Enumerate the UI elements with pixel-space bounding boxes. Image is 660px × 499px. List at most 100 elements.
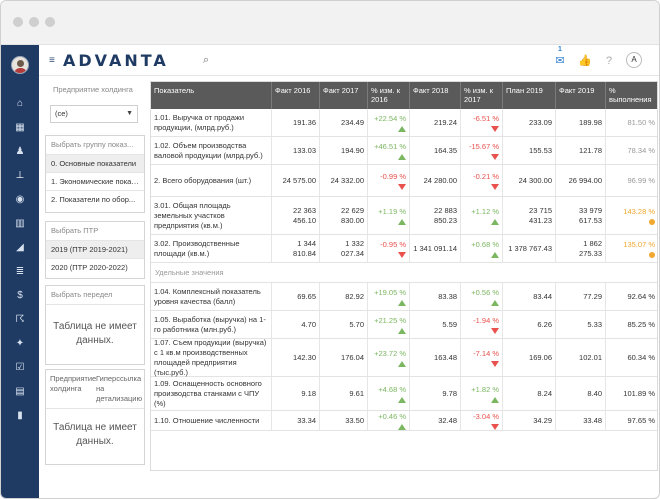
triangle-down-icon bbox=[398, 183, 406, 190]
execution-value: 78.34 % bbox=[627, 145, 655, 155]
value-f2019: 5.33 bbox=[556, 311, 606, 338]
change-value: +23.72 % bbox=[374, 348, 406, 358]
triangle-up-icon bbox=[398, 218, 406, 225]
sparkle-icon[interactable]: ✦ bbox=[15, 338, 25, 349]
checklist-icon[interactable]: ☑ bbox=[15, 362, 25, 373]
triangle-down-icon bbox=[491, 423, 499, 430]
avatar[interactable] bbox=[11, 56, 29, 74]
value-f2016: 33.34 bbox=[272, 411, 320, 430]
group-item-0[interactable]: 0. Основные показатели bbox=[46, 154, 144, 172]
column-header-p2016[interactable]: % изм. к 2016 bbox=[368, 82, 410, 109]
execution-cell: 92.64 % bbox=[606, 283, 657, 310]
column-header-p2017[interactable]: % изм. к 2017 bbox=[461, 82, 503, 109]
change-value: -7.14 % bbox=[473, 348, 499, 358]
users-icon[interactable]: ♟ bbox=[15, 146, 25, 157]
document-icon[interactable]: ▤ bbox=[15, 386, 25, 397]
value-f2017: 176.04 bbox=[320, 339, 368, 376]
table-row[interactable]: 1.04. Комплексный показатель уровня каче… bbox=[151, 283, 657, 311]
change-value: +1.19 % bbox=[378, 206, 406, 216]
user-menu-button[interactable]: A bbox=[626, 52, 642, 68]
triangle-down-icon bbox=[491, 153, 499, 160]
mail-icon[interactable]: ✉ bbox=[555, 55, 565, 67]
holding-select[interactable]: (ce) ▼ bbox=[50, 105, 138, 123]
ptr-item-1[interactable]: 2020 (ПТР 2020-2022) bbox=[46, 258, 144, 276]
table-row[interactable]: 3.01. Общая площадь земельных участков п… bbox=[151, 197, 657, 235]
value-f2016: 9.18 bbox=[272, 377, 320, 410]
group-item-1[interactable]: 1. Экономические показ... bbox=[46, 172, 144, 190]
change-value: -1.94 % bbox=[473, 315, 499, 325]
value-f2018: 1 341 091.14 bbox=[410, 235, 461, 262]
change-cell: +0.46 % bbox=[368, 411, 410, 430]
column-header-f2019[interactable]: Факт 2019 bbox=[556, 82, 606, 109]
ptr-filter: Выбрать ПТР 2019 (ПТР 2019-2021) 2020 (П… bbox=[45, 221, 145, 279]
menu-icon[interactable]: ≡ bbox=[49, 55, 55, 66]
calendar-icon[interactable]: ▦ bbox=[15, 122, 25, 133]
help-icon[interactable]: ? bbox=[605, 55, 613, 67]
value-f2018: 219.24 bbox=[410, 109, 461, 136]
indicator-name: 3.01. Общая площадь земельных участков п… bbox=[151, 197, 272, 234]
change-cell: +19.05 % bbox=[368, 283, 410, 310]
area-chart-icon[interactable]: ◢ bbox=[16, 242, 24, 253]
home-icon[interactable]: ⌂ bbox=[16, 98, 24, 109]
bar-chart-icon[interactable]: ▥ bbox=[15, 218, 25, 229]
column-header-plan[interactable]: План 2019 bbox=[503, 82, 556, 109]
runner-icon[interactable]: ☈ bbox=[15, 314, 25, 325]
kpi-icon[interactable]: ≣ bbox=[15, 266, 25, 277]
dollar-icon[interactable]: $ bbox=[17, 290, 23, 301]
value-f2018: 24 280.00 bbox=[410, 165, 461, 196]
indicator-name: 1.01. Выручка от продажи продукции, (млр… bbox=[151, 109, 272, 136]
indicator-name: 3.02. Производственные площади (кв.м.) bbox=[151, 235, 272, 262]
value-f2017: 24 332.00 bbox=[320, 165, 368, 196]
table-row[interactable]: 1.02. Объем производства валовой продукц… bbox=[151, 137, 657, 165]
search-icon[interactable]: ⌕ bbox=[203, 54, 210, 66]
thumbs-up-icon[interactable]: 👍 bbox=[578, 55, 592, 67]
table-row[interactable]: 1.10. Отношение численности 33.34 33.50 +0.… bbox=[151, 411, 657, 431]
change-value: +4.68 % bbox=[378, 384, 406, 394]
value-f2017: 5.70 bbox=[320, 311, 368, 338]
ptr-item-0[interactable]: 2019 (ПТР 2019-2021) bbox=[46, 240, 144, 258]
execution-value: 96.99 % bbox=[627, 175, 655, 185]
value-f2019: 33.48 bbox=[556, 411, 606, 430]
window-dot-1 bbox=[13, 17, 23, 27]
triangle-up-icon bbox=[398, 396, 406, 403]
table-row[interactable]: 1.05. Выработка (выручка) на 1-го работн… bbox=[151, 311, 657, 339]
triangle-down-icon bbox=[491, 125, 499, 132]
table-row[interactable]: 2. Всего оборудования (шт.) 24 575.00 24 3… bbox=[151, 165, 657, 197]
value-f2019: 121.78 bbox=[556, 137, 606, 164]
holding-filter-label: Предприятие холдинга bbox=[53, 85, 133, 94]
change-value: -3.04 % bbox=[473, 411, 499, 421]
indicator-name: 1.02. Объем производства валовой продукц… bbox=[151, 137, 272, 164]
column-header-f2018[interactable]: Факт 2018 bbox=[410, 82, 461, 109]
change-cell: +4.68 % bbox=[368, 377, 410, 410]
change-cell: -1.94 % bbox=[461, 311, 503, 338]
value-f2017: 82.92 bbox=[320, 283, 368, 310]
redistribution-filter: Выбрать передел Таблица не имеет данных. bbox=[45, 285, 145, 365]
triangle-down-icon bbox=[491, 183, 499, 190]
value-f2019: 1 862 275.33 bbox=[556, 235, 606, 262]
window-dot-2 bbox=[29, 17, 39, 27]
change-value: -6.51 % bbox=[473, 113, 499, 123]
bookmark-icon[interactable]: ▮ bbox=[17, 410, 23, 421]
window-titlebar bbox=[1, 1, 659, 45]
column-header-name[interactable]: Показатель bbox=[151, 82, 272, 109]
change-cell: -15.67 % bbox=[461, 137, 503, 164]
table-row[interactable]: 3.02. Производственные площади (кв.м.) 1 … bbox=[151, 235, 657, 263]
table-row[interactable]: 1.07. Съем продукции (выручка) с 1 кв.м … bbox=[151, 338, 657, 377]
value-f2018: 9.78 bbox=[410, 377, 461, 410]
value-f2019: 102.01 bbox=[556, 339, 606, 376]
hierarchy-icon[interactable]: ⊥ bbox=[15, 170, 25, 181]
triangle-up-icon bbox=[398, 327, 406, 334]
table-row[interactable]: 1.01. Выручка от продажи продукции, (млр… bbox=[151, 109, 657, 137]
value-f2018: 163.48 bbox=[410, 339, 461, 376]
column-header-f2016[interactable]: Факт 2016 bbox=[272, 82, 320, 109]
group-item-2[interactable]: 2. Показатели по обор... bbox=[46, 190, 144, 208]
column-header-f2017[interactable]: Факт 2017 bbox=[320, 82, 368, 109]
table-row[interactable]: 1.09. Оснащенность основного производств… bbox=[151, 377, 657, 411]
advanta-logo[interactable]: ADVANTA bbox=[63, 51, 169, 70]
execution-cell: 81.50 % bbox=[606, 109, 657, 136]
triangle-up-icon bbox=[398, 153, 406, 160]
column-header-exec[interactable]: % выполнения bbox=[606, 82, 657, 109]
goal-icon[interactable]: ◉ bbox=[15, 194, 25, 205]
execution-value: 143.28 % bbox=[623, 206, 655, 216]
change-value: +21.25 % bbox=[374, 315, 406, 325]
